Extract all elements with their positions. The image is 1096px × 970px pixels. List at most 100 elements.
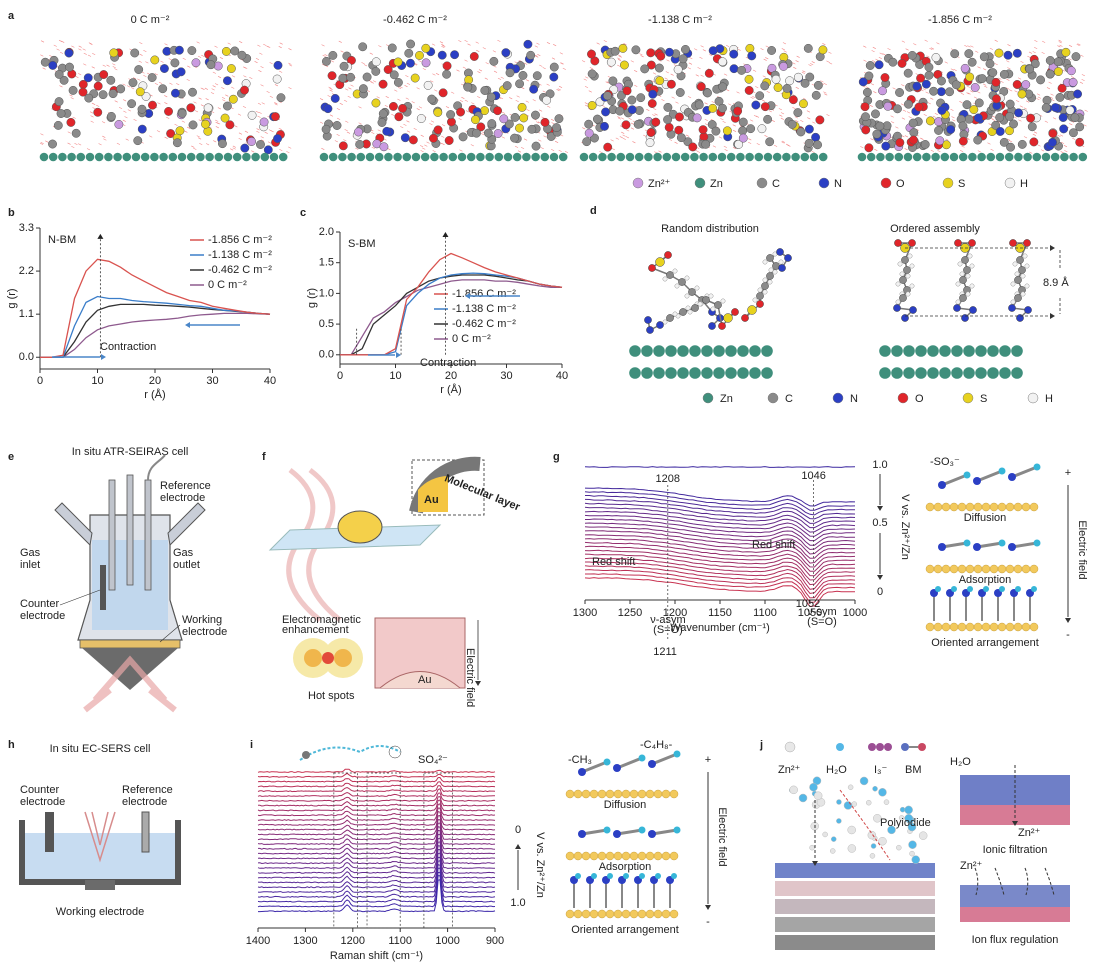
label: V vs. Zn²⁺/Zn bbox=[899, 494, 911, 560]
legend-label: N bbox=[850, 393, 858, 405]
atom bbox=[1008, 543, 1016, 551]
atom bbox=[93, 81, 103, 91]
water bbox=[542, 67, 546, 70]
atom bbox=[382, 126, 392, 136]
zn-atom bbox=[186, 152, 196, 162]
atom bbox=[415, 51, 424, 60]
water bbox=[334, 140, 339, 143]
series-line bbox=[340, 272, 563, 356]
h-atom bbox=[895, 299, 901, 305]
atom bbox=[983, 586, 989, 592]
legend-atom bbox=[756, 177, 768, 189]
atom bbox=[150, 55, 160, 65]
water bbox=[75, 75, 79, 78]
water bbox=[761, 99, 766, 102]
water bbox=[71, 45, 75, 48]
atom bbox=[527, 124, 537, 134]
atom bbox=[1053, 57, 1063, 67]
chain bbox=[976, 469, 1003, 483]
zn-atom bbox=[680, 152, 690, 162]
atom bbox=[737, 65, 747, 75]
atom bbox=[423, 80, 433, 90]
h-atom bbox=[959, 271, 965, 277]
atom bbox=[109, 48, 119, 58]
chain bbox=[651, 752, 678, 766]
water bbox=[122, 119, 126, 122]
atom bbox=[128, 78, 138, 88]
water bbox=[619, 136, 623, 139]
water bbox=[266, 91, 270, 94]
atom bbox=[603, 826, 611, 834]
water bbox=[1059, 134, 1064, 137]
atom bbox=[515, 79, 525, 89]
water bbox=[251, 150, 255, 153]
atom bbox=[711, 126, 721, 136]
atom bbox=[387, 43, 397, 53]
atom bbox=[1016, 314, 1024, 322]
zn-atom bbox=[131, 152, 141, 162]
water bbox=[652, 72, 657, 75]
water bbox=[238, 132, 243, 135]
chain bbox=[581, 760, 608, 774]
charge-title: -1.856 C m⁻² bbox=[928, 14, 992, 26]
water bbox=[795, 60, 799, 63]
atom bbox=[883, 101, 893, 111]
particle bbox=[830, 836, 837, 842]
water bbox=[193, 147, 197, 150]
atom bbox=[177, 108, 187, 118]
water bbox=[704, 118, 708, 122]
water bbox=[70, 97, 74, 100]
water bbox=[687, 96, 692, 99]
spectrum bbox=[584, 549, 856, 577]
atom bbox=[731, 308, 739, 316]
atom bbox=[646, 60, 656, 70]
label: Electric field bbox=[464, 648, 476, 707]
spectrum bbox=[257, 859, 496, 889]
spectrum bbox=[257, 819, 496, 836]
water bbox=[671, 96, 675, 99]
atom bbox=[108, 89, 118, 99]
atom bbox=[968, 239, 976, 247]
label: Gas bbox=[173, 547, 194, 559]
atom bbox=[747, 51, 757, 61]
atom bbox=[1025, 64, 1035, 74]
water bbox=[526, 109, 530, 112]
water bbox=[266, 45, 270, 48]
water bbox=[103, 138, 107, 141]
arrow-head bbox=[1065, 618, 1071, 623]
zn-atom bbox=[1023, 152, 1032, 162]
water bbox=[535, 55, 539, 58]
atom bbox=[959, 294, 967, 302]
atom bbox=[903, 266, 911, 274]
water bbox=[558, 149, 562, 152]
water bbox=[1013, 116, 1017, 119]
water bbox=[102, 64, 106, 67]
water bbox=[399, 86, 403, 89]
atom bbox=[998, 467, 1006, 475]
atom bbox=[925, 116, 935, 126]
water bbox=[39, 142, 44, 145]
water bbox=[987, 142, 991, 145]
atom bbox=[259, 117, 269, 127]
water bbox=[723, 145, 728, 148]
water bbox=[934, 112, 939, 115]
charge-title: -0.462 C m⁻² bbox=[383, 14, 447, 26]
spectrum bbox=[584, 514, 856, 537]
water bbox=[1069, 123, 1073, 126]
x-axis-label: r (Å) bbox=[144, 388, 165, 401]
atom bbox=[1071, 52, 1081, 62]
water bbox=[1040, 149, 1045, 152]
atom bbox=[766, 272, 774, 280]
substrate-atom bbox=[925, 564, 935, 574]
substrate-atom bbox=[573, 851, 583, 861]
water bbox=[630, 60, 634, 63]
h-atom bbox=[687, 309, 693, 315]
spectrum bbox=[584, 491, 856, 511]
atom bbox=[99, 70, 109, 79]
water bbox=[564, 151, 569, 154]
panel-label: a bbox=[8, 10, 15, 22]
zn-atom bbox=[903, 152, 913, 162]
water bbox=[88, 42, 93, 45]
water bbox=[397, 86, 402, 90]
zn-atom bbox=[58, 152, 67, 162]
